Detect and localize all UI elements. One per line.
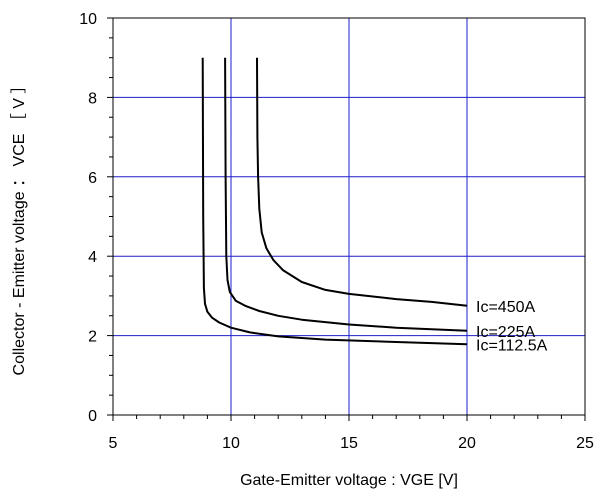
y-tick-label: 4 — [88, 249, 97, 266]
x-tick-labels: 5 10 15 20 25 — [109, 435, 594, 452]
y-tick-label: 6 — [88, 170, 97, 187]
grid-lines — [113, 18, 585, 415]
y-tick-label: 0 — [88, 408, 97, 425]
y-axis-title: Collector - Emitter voltage ： VCE ［ V ］ — [10, 78, 28, 376]
y-tick-labels: 0 2 4 6 8 10 — [79, 11, 97, 425]
y-tick-label: 8 — [88, 90, 97, 107]
x-tick-label: 20 — [458, 435, 476, 452]
series-line — [256, 57, 468, 307]
series-label: Ic=112.5A — [476, 337, 548, 354]
y-tick-label: 10 — [79, 11, 97, 28]
series-label: Ic=450A — [476, 299, 535, 316]
series-lines — [201, 57, 468, 346]
x-tick-label: 5 — [109, 435, 118, 452]
series-line — [224, 57, 468, 332]
x-tick-label: 25 — [576, 435, 594, 452]
axis-ticks — [107, 17, 586, 421]
x-tick-label: 10 — [222, 435, 240, 452]
y-tick-label: 2 — [88, 329, 97, 346]
x-axis-title: Gate-Emitter voltage : VGE [V] — [240, 472, 458, 489]
series-line — [201, 57, 468, 346]
series-label: Ic=225A — [476, 324, 535, 341]
x-tick-label: 15 — [340, 435, 358, 452]
